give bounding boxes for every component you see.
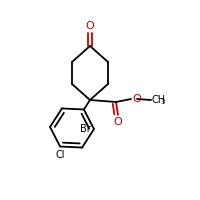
Text: O: O bbox=[132, 94, 141, 104]
Text: Cl: Cl bbox=[55, 150, 65, 160]
Text: CH: CH bbox=[151, 95, 165, 105]
Text: O: O bbox=[86, 21, 94, 31]
Text: 3: 3 bbox=[160, 99, 164, 105]
Text: Br: Br bbox=[80, 124, 91, 134]
Text: O: O bbox=[114, 117, 122, 127]
